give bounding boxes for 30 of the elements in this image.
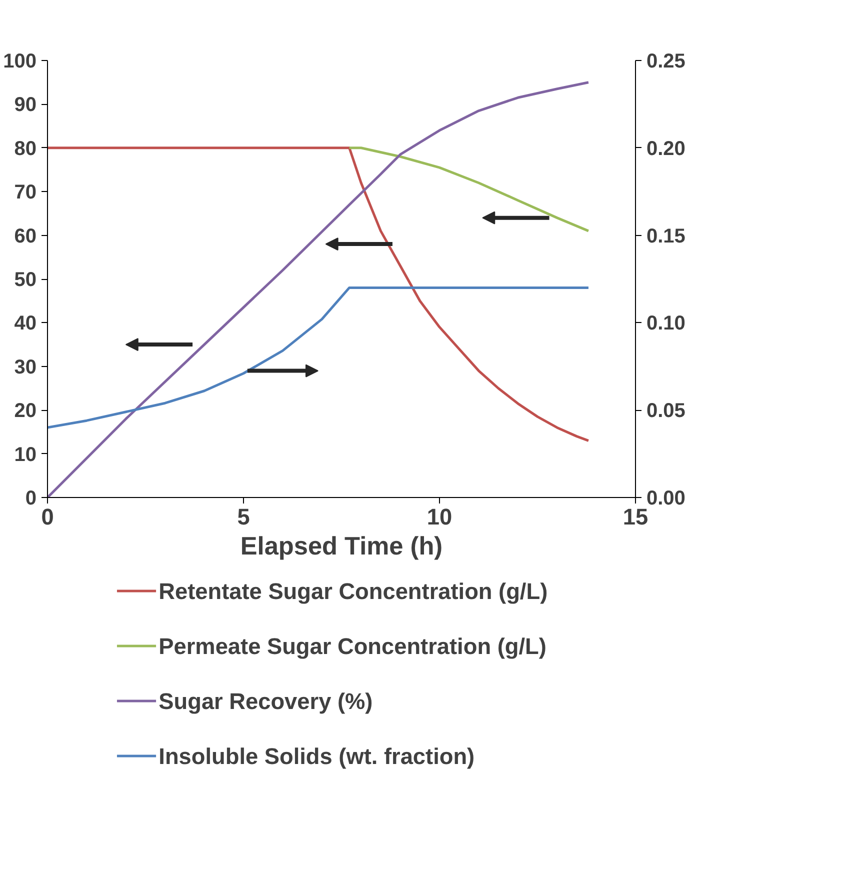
x-tick-label: 10 <box>426 504 452 530</box>
y-tick-label: 10 <box>14 444 37 466</box>
y2-tick-label: 0.25 <box>646 50 686 72</box>
line-series <box>48 146 590 442</box>
y-tick-label: 40 <box>14 312 37 335</box>
y2-tick-label: 0.15 <box>646 225 686 248</box>
y2-tick-label: 0.00 <box>646 488 686 510</box>
line-series <box>348 146 590 232</box>
x-tick-label: 15 <box>622 504 648 530</box>
y-tick-label: 20 <box>14 400 37 422</box>
x-tick-label: 0 <box>41 504 54 530</box>
y-tick-label: 60 <box>14 225 37 248</box>
y-tick-label: 100 <box>3 50 37 72</box>
y-tick-label: 90 <box>14 94 37 116</box>
legend-label: Retentate Sugar Concentration (g/L) <box>158 578 548 604</box>
y-tick-label: 80 <box>14 138 37 160</box>
y2-tick-label: 0.05 <box>646 400 686 422</box>
y-tick-label: 30 <box>14 356 37 378</box>
y-tick-label: 50 <box>14 269 37 291</box>
legend-label: Sugar Recovery (%) <box>158 688 373 714</box>
y-tick-label: 0 <box>25 488 36 510</box>
legend-label: Insoluble Solids (wt. fraction) <box>158 743 475 769</box>
y2-tick-label: 0.20 <box>646 138 686 160</box>
x-tick-label: 5 <box>237 504 250 530</box>
line-series <box>48 81 590 498</box>
x-axis-title: Elapsed Time (h) <box>240 532 443 560</box>
y2-tick-label: 0.10 <box>646 312 686 335</box>
y-tick-label: 70 <box>14 182 37 204</box>
line-series <box>48 286 590 429</box>
legend-label: Permeate Sugar Concentration (g/L) <box>158 633 546 659</box>
